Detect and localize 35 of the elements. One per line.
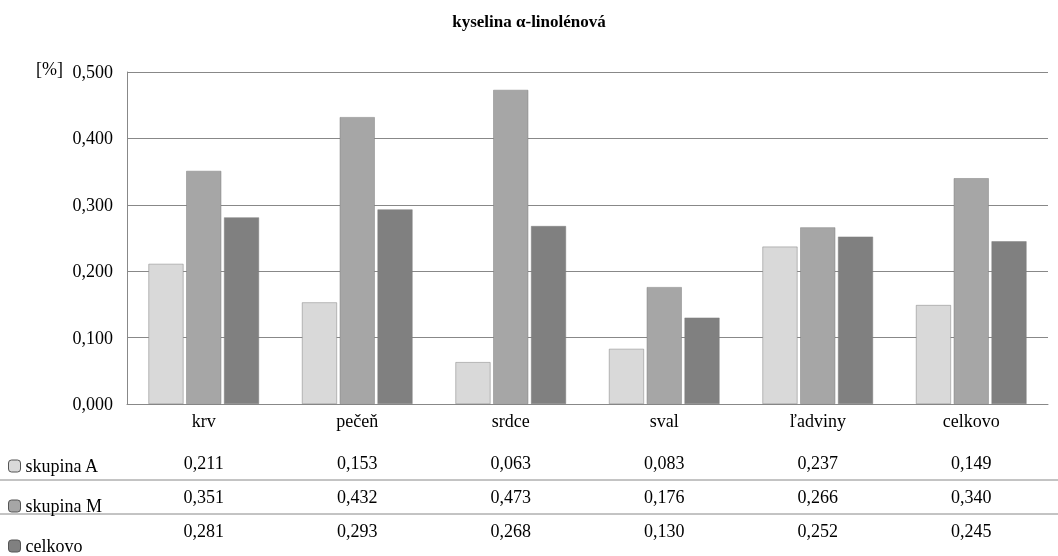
legend-label: skupina M (25, 496, 102, 516)
data-label: 0,211 (183, 453, 224, 473)
y-tick-label: 0,200 (72, 261, 113, 282)
data-label: 0,130 (644, 521, 685, 541)
data-label: 0,153 (337, 453, 378, 473)
data-label: 0,176 (644, 487, 685, 507)
data-label: 0,293 (337, 521, 378, 541)
y-tick-label: 0,500 (72, 62, 113, 82)
data-label: 0,268 (490, 521, 531, 541)
data-label: 0,473 (490, 487, 531, 507)
y-tick-label: 0,400 (72, 128, 113, 149)
data-label: 0,245 (951, 521, 992, 541)
x-tick-label: pečeň (336, 411, 379, 431)
data-label: 0,266 (797, 487, 838, 507)
data-label: 0,083 (644, 453, 685, 473)
x-tick-label: ľadviny (789, 411, 846, 431)
chart-title: kyselina α-linolénová (452, 12, 607, 31)
legend-label: skupina A (25, 456, 99, 476)
x-tick-label: srdce (491, 411, 530, 431)
x-tick-label: krv (191, 411, 216, 431)
data-label: 0,281 (183, 521, 224, 541)
data-label: 0,351 (183, 487, 224, 507)
data-label: 0,063 (490, 453, 531, 473)
y-tick-label: 0,300 (72, 194, 113, 215)
y-axis-title: [%] (36, 59, 63, 79)
y-tick-label: 0,100 (72, 327, 113, 348)
y-tick-label: 0,000 (72, 394, 113, 414)
legend-label: celkovo (25, 536, 83, 556)
data-label: 0,237 (797, 453, 838, 473)
data-label: 0,432 (337, 487, 378, 507)
data-label: 0,340 (951, 487, 992, 507)
data-label: 0,252 (797, 521, 838, 541)
data-label: 0,149 (951, 453, 992, 473)
x-tick-label: sval (649, 411, 679, 431)
x-tick-label: celkovo (942, 411, 1000, 431)
